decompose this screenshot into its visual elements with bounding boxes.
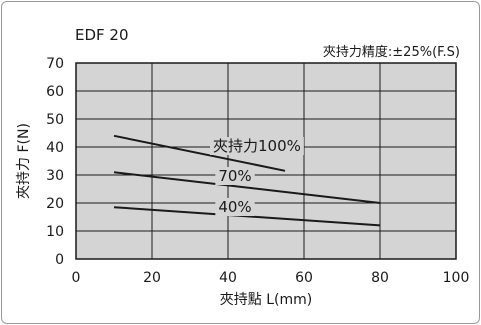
plot-area (75, 62, 457, 260)
series-line (113, 171, 381, 204)
series-layer: 夾持力100% 70% 40% (113, 134, 381, 227)
x-axis-label: 夾持點 L(mm) (220, 292, 312, 308)
chart-svg: EDF 20 夾持力精度:±25%(F.S) 夾持力100% 70% 40% 0 20… (16, 26, 470, 308)
chart-title: EDF 20 (75, 26, 129, 44)
y-axis-label: 夾持力 F(N) (16, 123, 32, 199)
series-line (113, 206, 381, 227)
series-label: 70% (218, 167, 251, 185)
x-tick-label: 0 (72, 270, 81, 286)
x-tick-label: 100 (443, 270, 470, 286)
series-label: 夾持力100% (213, 137, 301, 155)
y-tick-label: 60 (46, 84, 64, 100)
y-tick-label: 30 (46, 168, 64, 184)
x-tick-label: 80 (371, 270, 389, 286)
y-tick-label: 20 (46, 196, 64, 212)
series-label-background (210, 137, 304, 155)
x-tick-label: 60 (295, 270, 313, 286)
series-label-background (215, 167, 255, 185)
x-tick-labels: 0 20 40 60 80 100 (72, 270, 470, 286)
x-tick-label: 20 (143, 270, 161, 286)
y-tick-labels: 0 10 20 30 40 50 60 70 (46, 56, 64, 268)
accuracy-note: 夾持力精度:±25%(F.S) (323, 44, 460, 60)
x-tick-label: 40 (219, 270, 237, 286)
y-tick-label: 70 (46, 56, 64, 72)
y-tick-label: 10 (46, 224, 64, 240)
y-tick-label: 50 (46, 112, 64, 128)
series-label-background (215, 198, 255, 216)
series-label: 40% (218, 198, 251, 216)
y-tick-label: 0 (55, 252, 64, 268)
y-tick-label: 40 (46, 140, 64, 156)
series-line (113, 134, 286, 172)
